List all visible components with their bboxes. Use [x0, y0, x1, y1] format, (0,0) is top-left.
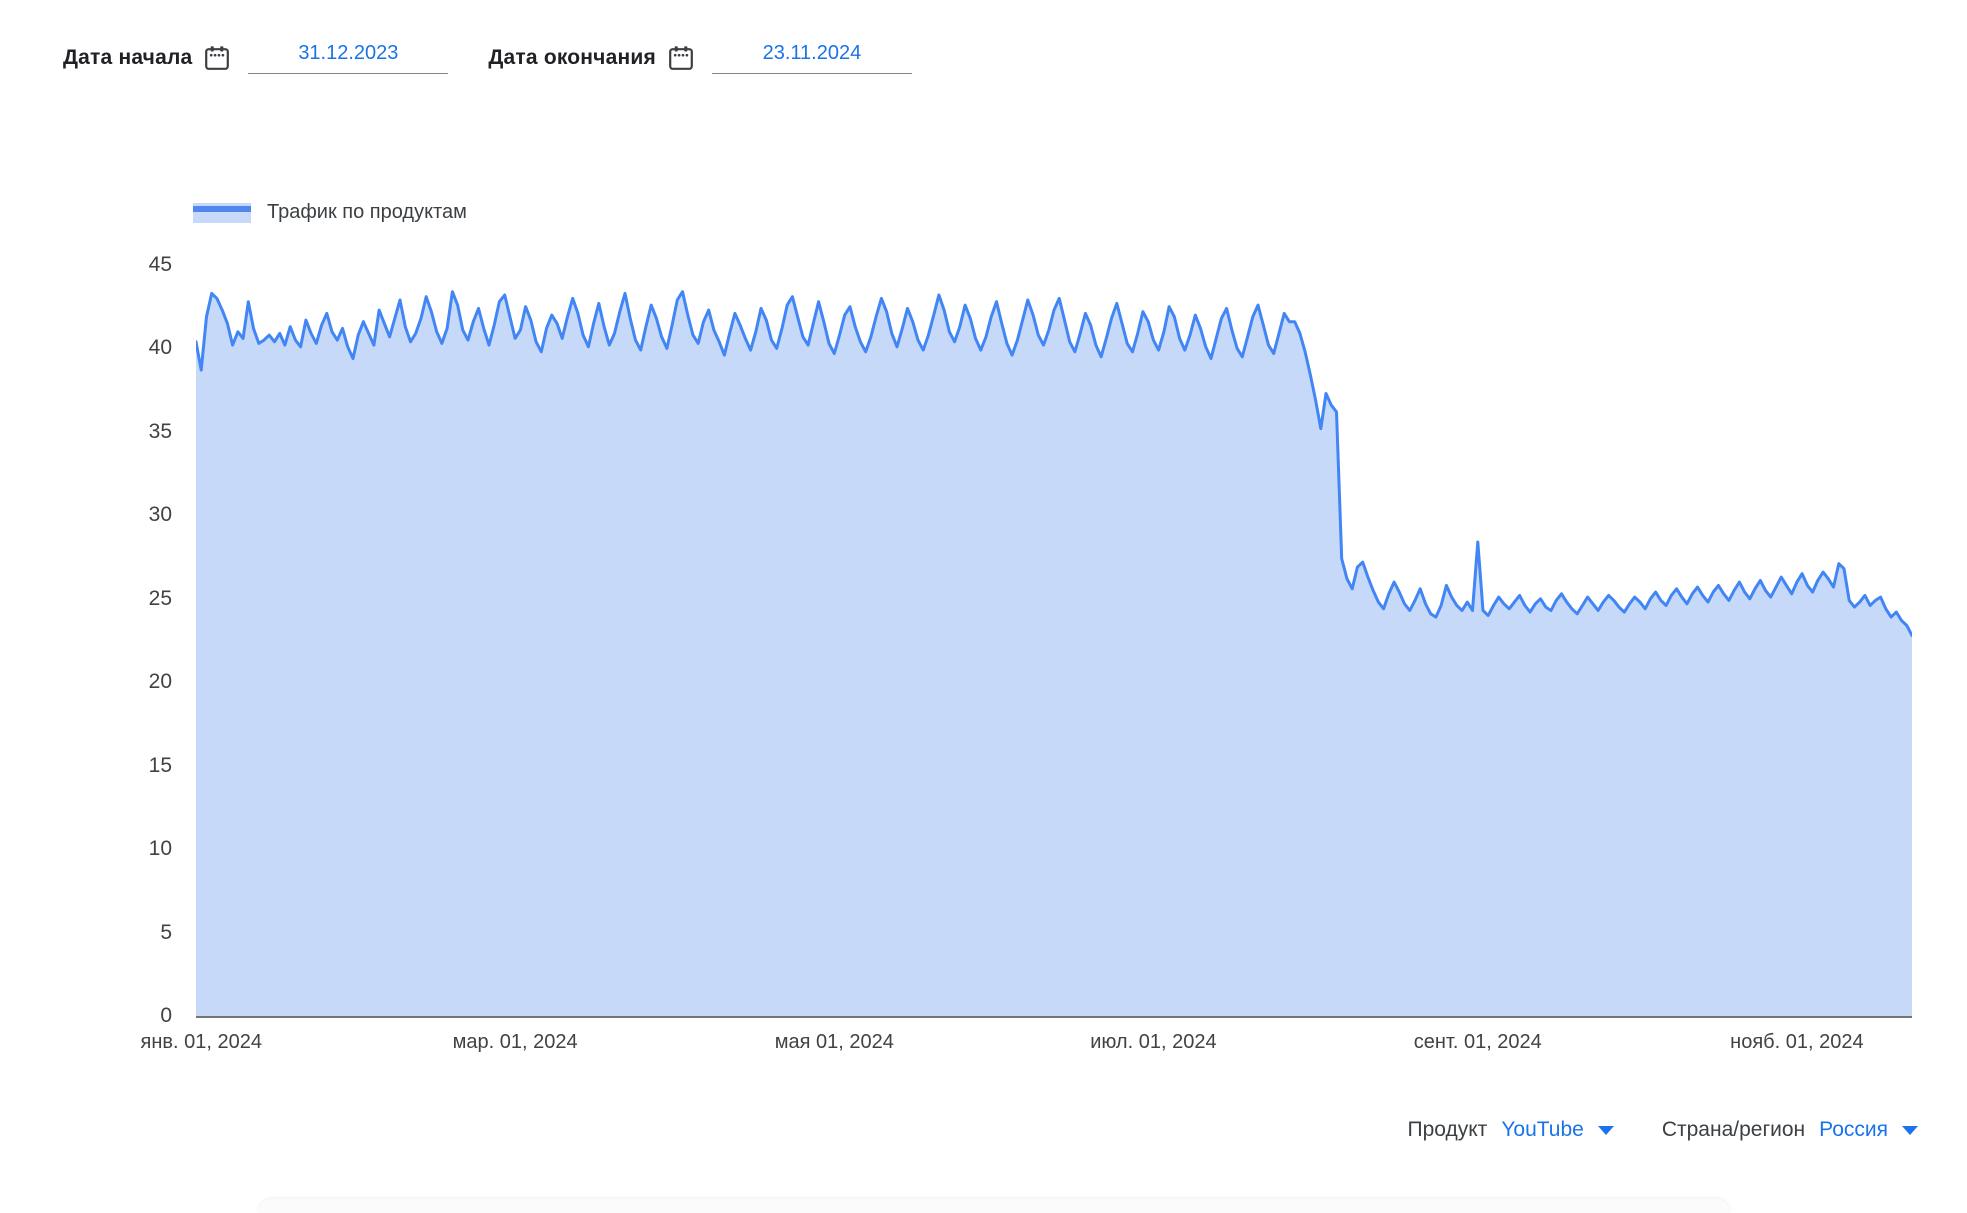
x-axis: янв. 01, 2024 мар. 01, 2024 мая 01, 2024 ию…	[140, 1031, 1912, 1065]
chart-filters: Продукт YouTube Страна/регион Россия	[1408, 1112, 1918, 1148]
legend-swatch-icon	[193, 202, 251, 223]
calendar-icon[interactable]	[668, 45, 694, 71]
start-date-input[interactable]: 31.12.2023	[248, 42, 449, 74]
traffic-area-fill	[196, 291, 1912, 1016]
y-axis-tick: 30	[148, 503, 172, 527]
start-date-field: Дата начала 31.12.2023	[63, 42, 449, 74]
region-dropdown[interactable]: Россия	[1819, 1118, 1918, 1142]
y-axis: 0 5 10 15 20 25 30 35 40 45	[0, 0, 172, 1100]
region-value: Россия	[1819, 1118, 1888, 1141]
end-date-field: Дата окончания 23.11.2024	[488, 42, 912, 74]
product-dropdown[interactable]: YouTube	[1501, 1118, 1614, 1142]
traffic-chart-plot[interactable]	[196, 265, 1912, 1018]
x-axis-tick: янв. 01, 2024	[140, 1031, 262, 1053]
chart-legend: Трафик по продуктам	[193, 201, 467, 224]
date-range-controls: Дата начала 31.12.2023 Дата окончания	[63, 42, 912, 74]
legend-label: Трафик по продуктам	[267, 201, 467, 223]
x-axis-tick: нояб. 01, 2024	[1730, 1031, 1864, 1053]
x-axis-tick: мая 01, 2024	[774, 1031, 894, 1053]
chevron-down-icon	[1902, 1125, 1918, 1135]
x-axis-tick: сент. 01, 2024	[1413, 1031, 1542, 1053]
product-value: YouTube	[1501, 1118, 1584, 1141]
region-label: Страна/регион	[1661, 1118, 1806, 1141]
y-axis-tick: 45	[148, 253, 172, 276]
next-section-card-top	[258, 1199, 1730, 1213]
x-axis-tick: июл. 01, 2024	[1090, 1031, 1217, 1053]
region-filter: Страна/регион Россия	[1662, 1118, 1918, 1142]
x-axis-tick: мар. 01, 2024	[452, 1031, 578, 1053]
y-axis-tick: 25	[148, 586, 172, 610]
y-axis-tick: 0	[160, 1004, 172, 1027]
end-date-input[interactable]: 23.11.2024	[711, 42, 912, 74]
y-axis-tick: 15	[148, 753, 172, 777]
y-axis-tick: 20	[148, 670, 172, 694]
chevron-down-icon	[1597, 1125, 1614, 1135]
calendar-icon[interactable]	[204, 45, 230, 71]
traffic-line	[196, 290, 1912, 637]
y-axis-tick: 40	[148, 336, 172, 360]
start-date-label: Дата начала	[63, 46, 193, 69]
product-filter: Продукт YouTube	[1408, 1118, 1614, 1142]
product-label: Продукт	[1407, 1118, 1488, 1141]
y-axis-tick: 5	[160, 920, 172, 944]
y-axis-tick: 35	[148, 419, 172, 443]
end-date-label: Дата окончания	[488, 46, 656, 69]
y-axis-tick: 10	[148, 837, 172, 861]
